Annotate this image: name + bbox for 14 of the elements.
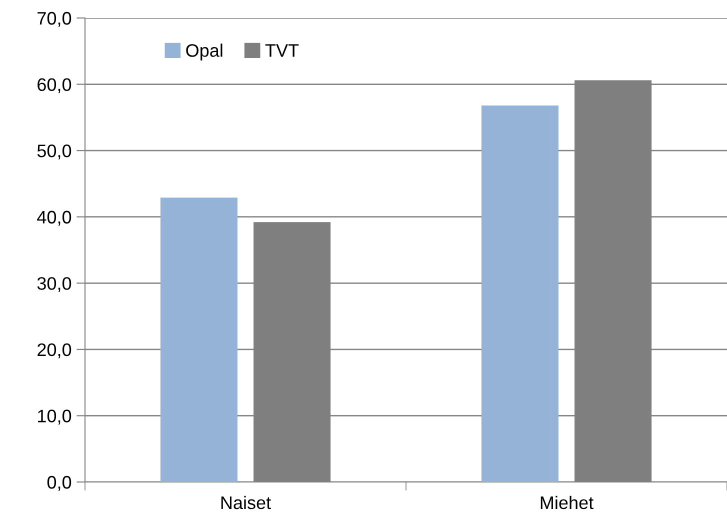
y-tick-label: 10,0	[38, 410, 72, 425]
bar	[481, 105, 558, 482]
y-tick-label: 60,0	[38, 78, 72, 94]
legend-label: TVT	[265, 44, 299, 57]
y-tick-label: 40,0	[37, 210, 72, 226]
y-tick-label: 70,0	[38, 12, 72, 27]
bar	[160, 198, 238, 482]
legend-label: Opal	[186, 44, 222, 60]
x-tick-label: Naiset	[221, 496, 271, 510]
y-tick-label: 0,0	[47, 476, 72, 491]
x-tick-label: Miehet	[540, 496, 594, 510]
y-tick-label: 50,0	[37, 144, 72, 160]
y-tick-label: 20,0	[38, 343, 72, 358]
y-tick-label: 30,0	[37, 277, 72, 292]
